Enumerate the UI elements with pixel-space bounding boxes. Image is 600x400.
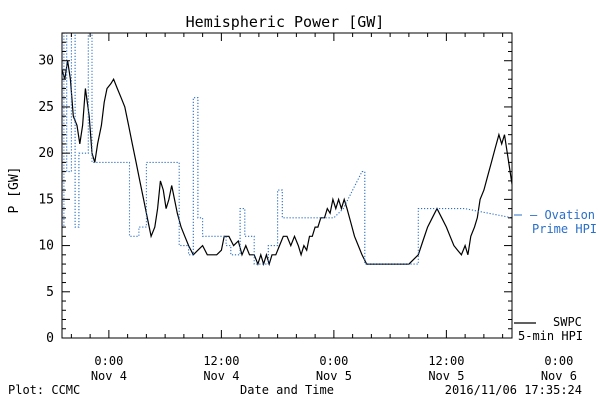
legend-swpc-label: SWPC [553,315,582,329]
series-line-ovation [62,33,512,265]
x-axis-label: Date and Time [240,383,334,397]
series-layer [62,33,512,267]
y-tick-label: 0 [46,331,54,346]
y-tick-label: 30 [38,54,54,69]
x-tick-time-label: 0:00 [319,354,348,368]
y-tick-label: 15 [38,192,54,207]
y-axis-label: P [GW] [7,167,22,214]
y-tick-label: 5 [46,285,54,300]
chart-title: Hemispheric Power [GW] [186,13,385,31]
x-tick-time-label: 12:00 [203,354,239,368]
x-tick-date-label: Nov 5 [428,369,464,383]
legend-ovation-label-2: Prime HPI [532,222,597,236]
y-tick-label: 25 [38,100,54,115]
plot-frame [61,32,513,339]
x-tick-time-label: 0:00 [94,354,123,368]
x-tick-date-label: Nov 5 [316,369,352,383]
x-tick-time-label: 0:00 [544,354,573,368]
y-tick-label: 20 [38,146,54,161]
legend-ovation-label: – Ovation [530,208,595,222]
x-tick-date-label: Nov 6 [541,369,577,383]
footer-timestamp: 2016/11/06 17:35:24 [444,383,582,397]
legend-swpc-label-2: 5-min HPI [518,329,583,343]
y-tick-label: 10 [38,239,54,254]
x-tick-time-label: 12:00 [428,354,464,368]
x-tick-date-label: Nov 4 [91,369,127,383]
x-tick-date-label: Nov 4 [203,369,239,383]
series-line-swpc [62,60,512,267]
footer-plot-credit: Plot: CCMC [8,383,81,397]
